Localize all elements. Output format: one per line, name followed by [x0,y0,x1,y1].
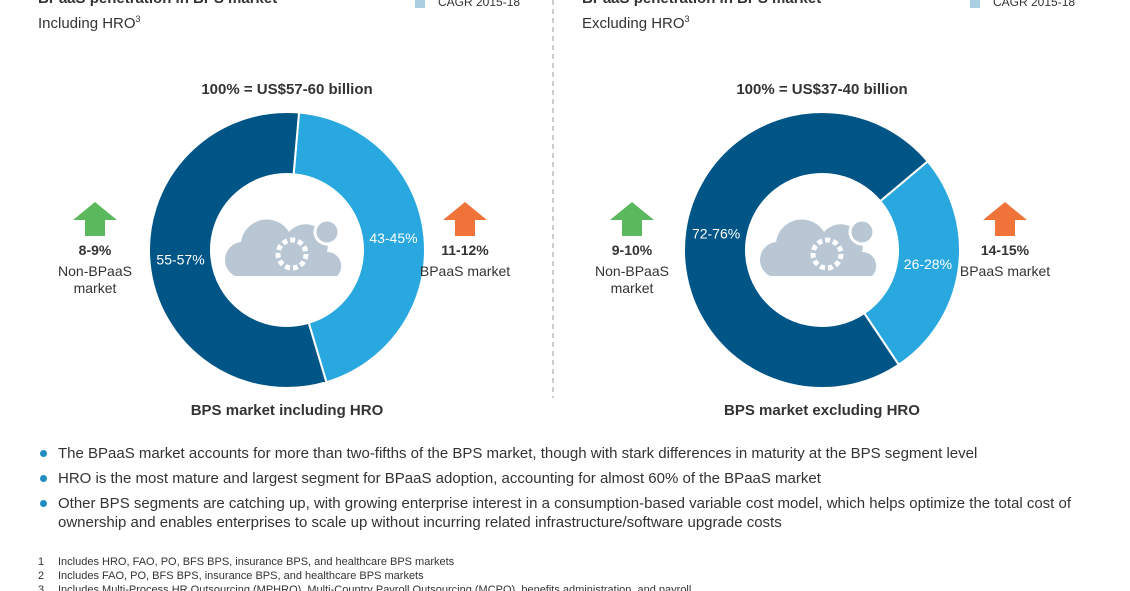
footnote-number: 2 [38,570,45,582]
growth-label: 11-12% [441,242,489,258]
growth-arrow [73,202,117,236]
category-label: Non-BPaaS market [595,263,669,296]
legend-label: CAGR 2015-18 [993,0,1076,9]
footnote-number: 3 [38,584,45,591]
gear-icon [275,237,309,271]
footnote-ref: 3 [684,14,690,24]
legend-icon [963,0,987,8]
donut-segment [148,111,328,389]
panel-title: BPaaS penetration in BPS market [38,0,277,7]
footnote: 1 Includes HRO, FAO, PO, BFS BPS, insuran… [38,556,454,568]
footnote-text: Includes FAO, PO, BFS BPS, insurance BPS… [58,570,424,582]
footnote-ref: 3 [135,14,141,24]
category-label: Non-BPaaS market [58,263,132,296]
growth-label: 9-10% [611,242,653,258]
panel-subtitle: Excluding HRO3 [582,14,690,32]
footnote-number: 1 [38,556,45,568]
legend-label: CAGR 2015-18 [438,0,521,9]
value-label: 43-45% [369,230,417,246]
growth-arrow [610,202,654,236]
value-label: 26-28% [904,256,952,272]
legend-icon [408,0,432,8]
donut-segment [862,159,961,367]
growth-arrow [983,202,1027,236]
donut-segment [683,111,930,389]
category-label: BPaaS market [959,263,1051,279]
bullet: The BPaaS market accounts for more than … [40,444,1108,463]
caption: BPS market excluding HRO [724,402,920,419]
total-label: 100% = US$37-40 billion [736,81,908,98]
gear-icon [810,237,844,271]
panel-title: BPaaS penetration in BPS market [582,0,821,7]
footnote: 3 Includes Multi-Process HR Outsourcing (… [38,584,691,591]
growth-label: 8-9% [78,242,112,258]
donut-segment [292,111,426,384]
cloud-icon [225,219,342,276]
category-label: BPaaS market [419,263,511,279]
footnote-text: Includes Multi-Process HR Outsourcing (M… [58,584,692,591]
value-label: 72-76% [692,226,740,242]
footnote: 2 Includes FAO, PO, BFS BPS, insurance BP… [38,570,424,582]
bullet: Other BPS segments are catching up, with… [40,494,1108,532]
growth-arrow [443,202,487,236]
caption: BPS market including HRO [190,402,384,419]
bullet: HRO is the most mature and largest segme… [40,469,1108,488]
gear-icon [313,218,341,246]
cloud-icon [760,219,877,276]
gear-icon [848,218,876,246]
panel-subtitle: Including HRO3 [38,14,141,32]
footnote-text: Includes HRO, FAO, PO, BFS BPS, insuranc… [58,556,455,568]
value-label: 55-57% [156,252,204,268]
total-label: 100% = US$57-60 billion [201,81,373,98]
growth-label: 14-15% [980,242,1030,258]
